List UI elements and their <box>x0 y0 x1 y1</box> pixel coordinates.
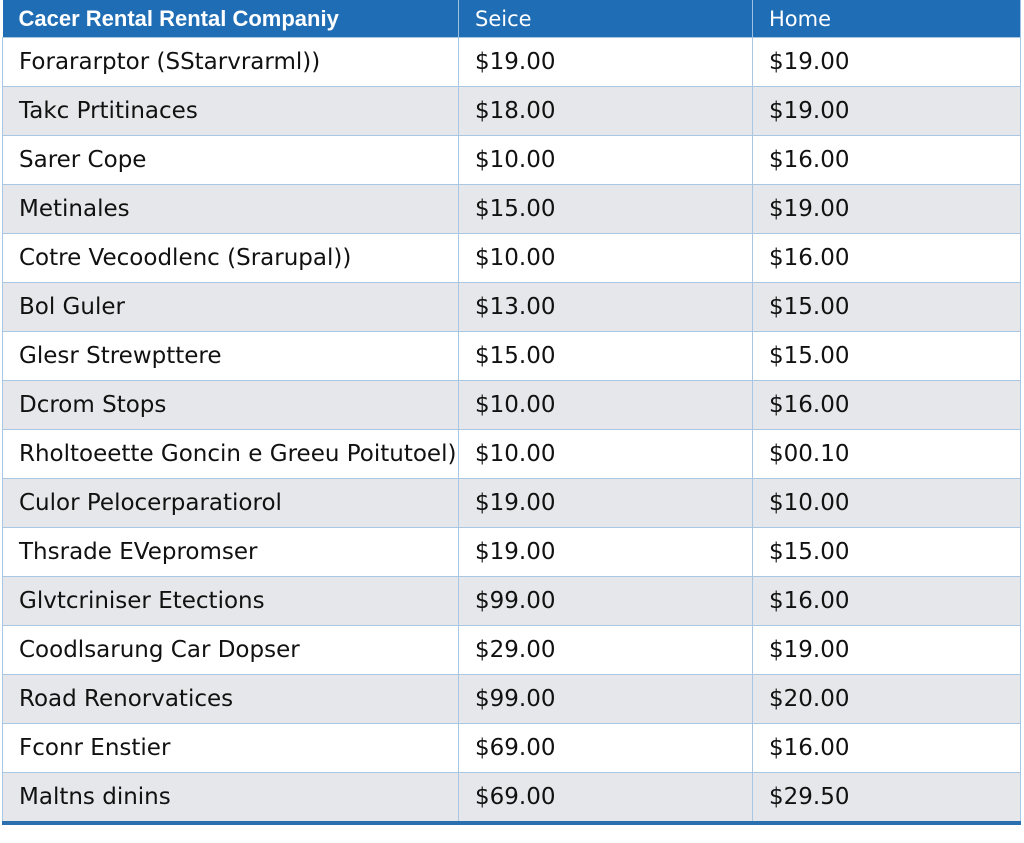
price-cell: $10.00 <box>458 233 753 283</box>
header-cell: Cacer Rental Rental Companiy <box>2 0 459 38</box>
company-cell: Sarer Cope <box>2 135 459 185</box>
table-row: Road Renorvatices $99.00 $20.00 <box>2 674 1021 724</box>
price-cell: $16.00 <box>752 135 1021 185</box>
price-cell: $16.00 <box>752 723 1021 773</box>
table-row: Rholtoeette Goncin e Greeu Poitutoel) $10… <box>2 429 1021 479</box>
price-cell: $15.00 <box>752 527 1021 577</box>
price-cell: $15.00 <box>458 184 753 234</box>
table-row: Dcrom Stops $10.00 $16.00 <box>2 380 1021 430</box>
price-cell: $10.00 <box>458 429 753 479</box>
price-cell: $19.00 <box>752 37 1021 87</box>
company-cell: Cotre Vecoodlenc (Srarupal)) <box>2 233 459 283</box>
table-row: Bol Guler $13.00 $15.00 <box>2 282 1021 332</box>
company-cell: Dcrom Stops <box>2 380 459 430</box>
price-cell: $10.00 <box>752 478 1021 528</box>
header-row: Cacer Rental Rental Companiy Seice Home <box>2 0 1021 38</box>
company-cell: Maltns dinins <box>2 772 459 824</box>
table-row: Takc Prtitinaces $18.00 $19.00 <box>2 86 1021 136</box>
price-cell: $29.00 <box>458 625 753 675</box>
company-cell: Glesr Strewpttere <box>2 331 459 381</box>
price-cell: $69.00 <box>458 772 753 824</box>
price-cell: $19.00 <box>458 478 753 528</box>
price-cell: $18.00 <box>458 86 753 136</box>
company-cell: Thsrade EVepromser <box>2 527 459 577</box>
company-cell: Glvtcriniser Etections <box>2 576 459 626</box>
company-cell: Forararptor (SStarvrarml)) <box>2 37 459 87</box>
price-cell: $16.00 <box>752 233 1021 283</box>
table-row: Coodlsarung Car Dopser $29.00 $19.00 <box>2 625 1021 675</box>
price-cell: $15.00 <box>752 282 1021 332</box>
company-cell: Coodlsarung Car Dopser <box>2 625 459 675</box>
price-cell: $00.10 <box>752 429 1021 479</box>
company-cell: Culor Pelocerparatiorol <box>2 478 459 528</box>
price-cell: $13.00 <box>458 282 753 332</box>
table-row: Glesr Strewpttere $15.00 $15.00 <box>2 331 1021 381</box>
table-row: Fconr Enstier $69.00 $16.00 <box>2 723 1021 773</box>
company-cell: Takc Prtitinaces <box>2 86 459 136</box>
company-cell: Fconr Enstier <box>2 723 459 773</box>
header-cell: Seice <box>458 0 753 38</box>
table-row: Glvtcriniser Etections $99.00 $16.00 <box>2 576 1021 626</box>
table-row: Thsrade EVepromser $19.00 $15.00 <box>2 527 1021 577</box>
price-cell: $99.00 <box>458 674 753 724</box>
price-cell: $69.00 <box>458 723 753 773</box>
company-cell: Metinales <box>2 184 459 234</box>
header-cell: Home <box>752 0 1021 38</box>
price-cell: $10.00 <box>458 380 753 430</box>
table-row: Culor Pelocerparatiorol $19.00 $10.00 <box>2 478 1021 528</box>
rental-table: Cacer Rental Rental Companiy Seice Home Fo… <box>2 0 1021 825</box>
price-cell: $10.00 <box>458 135 753 185</box>
price-cell: $15.00 <box>752 331 1021 381</box>
table-row: Forararptor (SStarvrarml)) $19.00 $19.00 <box>2 37 1021 87</box>
table-row: Sarer Cope $10.00 $16.00 <box>2 135 1021 185</box>
price-cell: $19.00 <box>458 527 753 577</box>
table-row: Cotre Vecoodlenc (Srarupal)) $10.00 $16.00 <box>2 233 1021 283</box>
table-row: Metinales $15.00 $19.00 <box>2 184 1021 234</box>
price-cell: $16.00 <box>752 380 1021 430</box>
price-cell: $20.00 <box>752 674 1021 724</box>
company-cell: Bol Guler <box>2 282 459 332</box>
table-body: Forararptor (SStarvrarml)) $19.00 $19.00 Ta… <box>2 37 1021 824</box>
price-cell: $19.00 <box>752 625 1021 675</box>
price-cell: $19.00 <box>752 86 1021 136</box>
price-cell: $19.00 <box>752 184 1021 234</box>
price-cell: $99.00 <box>458 576 753 626</box>
price-cell: $16.00 <box>752 576 1021 626</box>
table-row: Maltns dinins $69.00 $29.50 <box>2 772 1021 824</box>
company-cell: Rholtoeette Goncin e Greeu Poitutoel) <box>2 429 459 479</box>
company-cell: Road Renorvatices <box>2 674 459 724</box>
table-header: Cacer Rental Rental Companiy Seice Home <box>2 0 1021 38</box>
price-cell: $15.00 <box>458 331 753 381</box>
price-cell: $19.00 <box>458 37 753 87</box>
price-cell: $29.50 <box>752 772 1021 824</box>
